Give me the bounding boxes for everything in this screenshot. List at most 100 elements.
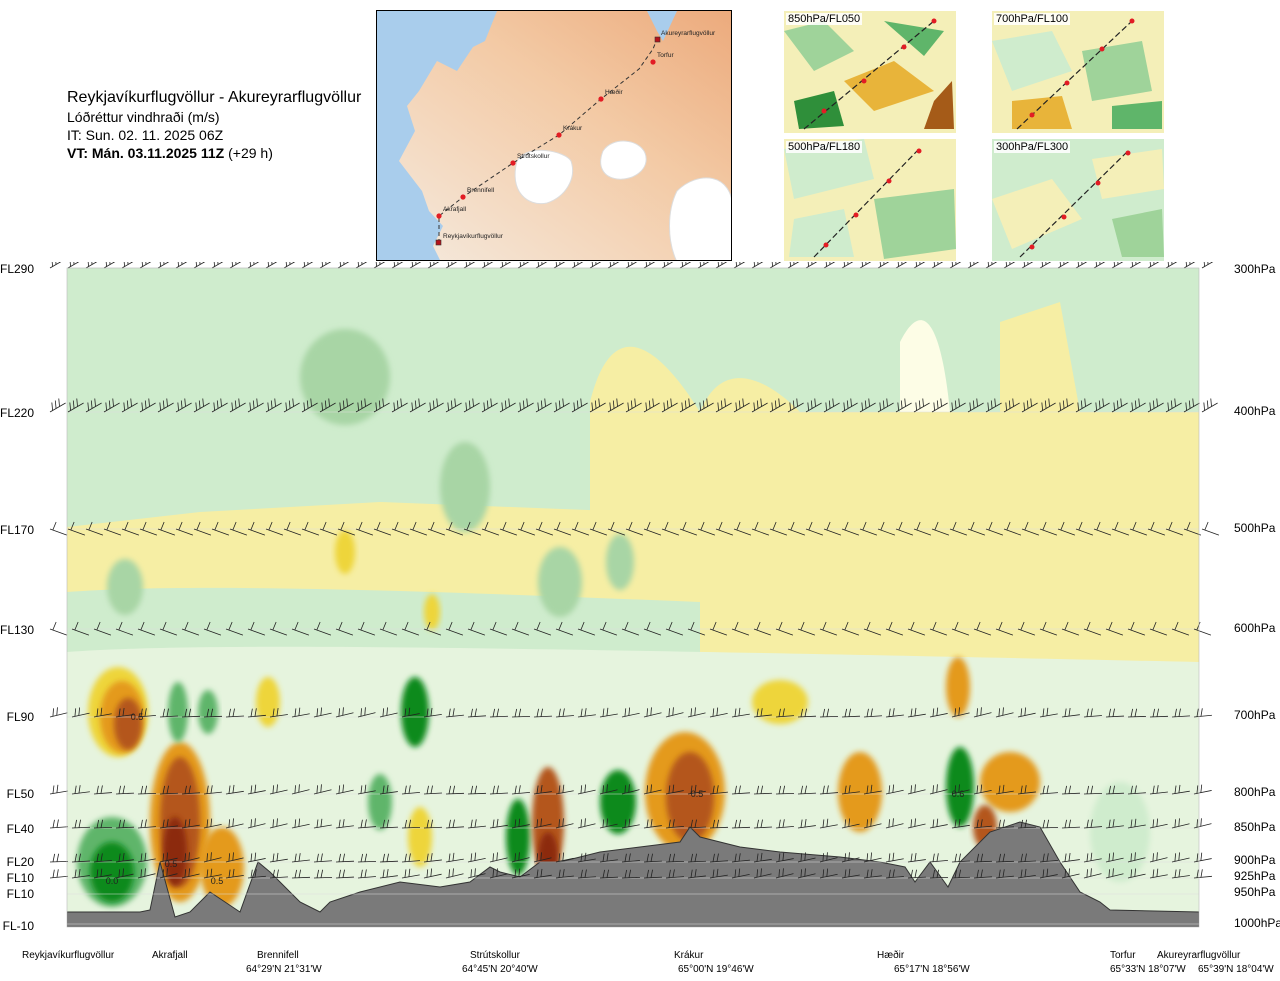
wind-barb xyxy=(731,853,750,863)
wind-barb xyxy=(283,521,302,536)
wind-barb xyxy=(467,785,487,795)
wind-barb xyxy=(229,521,248,536)
wind-barb xyxy=(181,708,201,718)
wind-barb xyxy=(797,708,816,718)
map-label-reykjavik: Reykjavíkurflugvöllur xyxy=(443,233,504,240)
wind-barb xyxy=(951,869,971,879)
wind-barb xyxy=(225,818,244,829)
wind-barb xyxy=(1127,852,1146,863)
wind-barb xyxy=(863,708,882,718)
wind-barb xyxy=(1003,521,1022,536)
wind-barb xyxy=(159,868,178,879)
wind-barb xyxy=(775,819,794,829)
wind-barb xyxy=(71,819,91,829)
wind-barb xyxy=(555,852,574,863)
wind-barb xyxy=(247,869,266,879)
wind-barb xyxy=(995,707,1014,718)
wind-barb xyxy=(71,853,90,863)
wind-barb xyxy=(139,398,156,413)
wind-barb xyxy=(1171,868,1190,879)
wind-barb xyxy=(1193,869,1212,879)
wind-barb xyxy=(467,868,486,879)
wind-barb xyxy=(489,818,508,829)
contour-labels: 0.5 0.0 0.5 0.5 0.5 0.6 xyxy=(106,712,965,886)
wind-barb xyxy=(1017,819,1037,829)
wind-barb xyxy=(599,853,618,863)
contour-label: 0.5 xyxy=(211,876,224,886)
wind-barb xyxy=(1083,708,1102,718)
wind-barb xyxy=(269,869,288,879)
wind-barb xyxy=(1093,398,1110,413)
waypoint-coord-akureyri: 65°39'N 18°04'W xyxy=(1198,964,1274,975)
wind-barb xyxy=(1171,708,1190,718)
wind-barb xyxy=(995,853,1015,863)
wind-barb xyxy=(877,254,894,269)
wind-barb xyxy=(225,708,244,718)
wind-barb xyxy=(319,521,338,536)
map-label-akureyri: Akureyrarflugvöllur xyxy=(661,30,716,37)
map-label-brennifell: Brennifell xyxy=(467,187,495,194)
wp-reykjavik-marker xyxy=(435,239,442,246)
wind-barb xyxy=(115,785,134,795)
route-map: Akureyrarflugvöllur Torfur Hæðir Krákur … xyxy=(376,10,732,261)
wind-barb xyxy=(181,785,200,795)
wind-barb xyxy=(967,254,984,269)
wind-barb xyxy=(665,784,684,795)
wind-barb xyxy=(313,621,332,636)
waypoint-coord-torfur: 65°33'N 18°07'W xyxy=(1110,964,1186,975)
wind-barb xyxy=(337,398,354,413)
wind-barb xyxy=(621,869,641,879)
wind-barb xyxy=(401,785,420,795)
wind-barb xyxy=(1171,784,1190,795)
wind-barb xyxy=(1017,868,1036,879)
hpa-tick-0: 300hPa xyxy=(1234,262,1276,276)
hpa-tick-2: 500hPa xyxy=(1234,521,1276,535)
wp-akrafjall-marker xyxy=(436,213,442,219)
wind-barb xyxy=(863,784,882,795)
wind-barb xyxy=(1111,398,1128,413)
wind-barb xyxy=(193,254,210,269)
route-title: Reykjavíkurflugvöllur - Akureyrarflugvöl… xyxy=(67,89,362,106)
wind-barb xyxy=(517,254,534,269)
route-map-svg: Akureyrarflugvöllur Torfur Hæðir Krákur … xyxy=(377,11,731,260)
wind-barb xyxy=(225,784,244,795)
wind-barb xyxy=(819,868,838,879)
wind-barb xyxy=(643,853,662,863)
contour-label: 0.5 xyxy=(131,712,144,722)
wind-barb xyxy=(733,398,750,413)
wind-barb xyxy=(697,398,714,413)
wind-barb xyxy=(203,852,222,863)
wind-barb xyxy=(157,521,176,536)
wind-barb xyxy=(313,818,332,829)
wind-barb xyxy=(467,819,486,829)
wind-barb xyxy=(269,707,288,718)
wind-barb xyxy=(1039,621,1058,636)
wind-barb xyxy=(445,852,464,863)
wind-barb xyxy=(1105,785,1125,795)
wind-barb xyxy=(115,868,134,879)
wind-barb xyxy=(265,521,284,536)
wind-barb xyxy=(499,521,518,536)
wind-barb xyxy=(805,521,824,536)
wind-barb xyxy=(489,852,508,863)
wind-barb xyxy=(753,852,772,863)
wind-barb xyxy=(103,521,122,536)
wind-barb xyxy=(949,398,966,413)
wind-barb xyxy=(555,869,574,879)
wind-barb xyxy=(895,521,914,536)
wp-torfur-marker xyxy=(650,59,656,65)
wind-barb xyxy=(489,868,508,879)
wind-barb xyxy=(753,785,773,795)
wind-barb xyxy=(931,521,950,536)
lead-time: (+29 h) xyxy=(228,145,273,161)
wind-barb xyxy=(665,869,684,879)
wind-barb xyxy=(985,254,1002,269)
wind-barb xyxy=(621,707,640,718)
wind-barb xyxy=(313,784,332,795)
wind-barb xyxy=(895,398,912,413)
wind-barb xyxy=(577,869,596,879)
level-map-500: 500hPa/FL180 xyxy=(784,139,956,261)
fl-tick-2: FL170 xyxy=(0,523,35,537)
wind-barb xyxy=(357,853,377,863)
wind-barb xyxy=(423,819,443,829)
